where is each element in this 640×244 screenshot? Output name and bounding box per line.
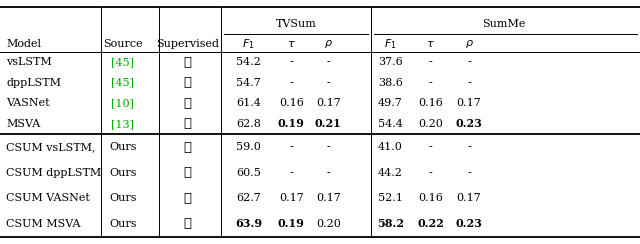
Text: -: -	[326, 57, 330, 67]
Text: -: -	[289, 78, 293, 88]
Text: ✗: ✗	[184, 217, 191, 230]
Text: -: -	[429, 168, 433, 178]
Text: $\tau$: $\tau$	[426, 39, 435, 49]
Text: 38.6: 38.6	[378, 78, 403, 88]
Text: 62.7: 62.7	[236, 193, 260, 203]
Text: Ours: Ours	[109, 193, 136, 203]
Text: -: -	[289, 168, 293, 178]
Text: -: -	[326, 78, 330, 88]
Text: [13]: [13]	[111, 119, 134, 129]
Text: -: -	[326, 168, 330, 178]
Text: 44.2: 44.2	[378, 168, 403, 178]
Text: MSVA: MSVA	[6, 119, 41, 129]
Text: 54.7: 54.7	[236, 78, 260, 88]
Text: 0.17: 0.17	[457, 193, 481, 203]
Text: [45]: [45]	[111, 57, 134, 67]
Text: ✗: ✗	[184, 166, 191, 179]
Text: $\rho$: $\rho$	[324, 38, 333, 50]
Text: 0.17: 0.17	[316, 98, 340, 108]
Text: -: -	[467, 142, 471, 152]
Text: 0.19: 0.19	[278, 218, 305, 229]
Text: 63.9: 63.9	[235, 218, 262, 229]
Text: dppLSTM: dppLSTM	[6, 78, 61, 88]
Text: CSUM dppLSTM: CSUM dppLSTM	[6, 168, 102, 178]
Text: 0.20: 0.20	[419, 119, 443, 129]
Text: 61.4: 61.4	[236, 98, 260, 108]
Text: $\tau$: $\tau$	[287, 39, 296, 49]
Text: Model: Model	[6, 39, 42, 49]
Text: 54.2: 54.2	[236, 57, 260, 67]
Text: -: -	[467, 168, 471, 178]
Text: -: -	[429, 142, 433, 152]
Text: 0.21: 0.21	[315, 118, 342, 129]
Text: VASNet: VASNet	[6, 98, 50, 108]
Text: CSUM MSVA: CSUM MSVA	[6, 219, 81, 229]
Text: $F_1$: $F_1$	[384, 37, 397, 51]
Text: ✓: ✓	[184, 76, 191, 89]
Text: 54.4: 54.4	[378, 119, 403, 129]
Text: SumMe: SumMe	[483, 20, 525, 29]
Text: 0.20: 0.20	[316, 219, 340, 229]
Text: 0.17: 0.17	[279, 193, 303, 203]
Text: 60.5: 60.5	[236, 168, 260, 178]
Text: Supervised: Supervised	[156, 39, 219, 49]
Text: 0.19: 0.19	[278, 118, 305, 129]
Text: vsLSTM: vsLSTM	[6, 57, 52, 67]
Text: $F_1$: $F_1$	[242, 37, 255, 51]
Text: 62.8: 62.8	[236, 119, 260, 129]
Text: 52.1: 52.1	[378, 193, 403, 203]
Text: 0.22: 0.22	[417, 218, 444, 229]
Text: -: -	[467, 57, 471, 67]
Text: Ours: Ours	[109, 168, 136, 178]
Text: 0.16: 0.16	[279, 98, 303, 108]
Text: ✗: ✗	[184, 97, 191, 110]
Text: TVSum: TVSum	[276, 20, 316, 29]
Text: 0.17: 0.17	[457, 98, 481, 108]
Text: 41.0: 41.0	[378, 142, 403, 152]
Text: CSUM vsLSTM,: CSUM vsLSTM,	[6, 142, 96, 152]
Text: -: -	[326, 142, 330, 152]
Text: [10]: [10]	[111, 98, 134, 108]
Text: 58.2: 58.2	[377, 218, 404, 229]
Text: $\rho$: $\rho$	[465, 38, 474, 50]
Text: Source: Source	[103, 39, 143, 49]
Text: [45]: [45]	[111, 78, 134, 88]
Text: Ours: Ours	[109, 219, 136, 229]
Text: 0.23: 0.23	[456, 218, 483, 229]
Text: 49.7: 49.7	[378, 98, 403, 108]
Text: 0.23: 0.23	[456, 118, 483, 129]
Text: -: -	[289, 142, 293, 152]
Text: Ours: Ours	[109, 142, 136, 152]
Text: -: -	[289, 57, 293, 67]
Text: 0.16: 0.16	[419, 98, 443, 108]
Text: -: -	[467, 78, 471, 88]
Text: 37.6: 37.6	[378, 57, 403, 67]
Text: ✓: ✓	[184, 56, 191, 69]
Text: -: -	[429, 78, 433, 88]
Text: CSUM VASNet: CSUM VASNet	[6, 193, 90, 203]
Text: ✗: ✗	[184, 141, 191, 153]
Text: ✓: ✓	[184, 117, 191, 130]
Text: 0.17: 0.17	[316, 193, 340, 203]
Text: 0.16: 0.16	[419, 193, 443, 203]
Text: -: -	[429, 57, 433, 67]
Text: 59.0: 59.0	[236, 142, 260, 152]
Text: ✗: ✗	[184, 192, 191, 205]
